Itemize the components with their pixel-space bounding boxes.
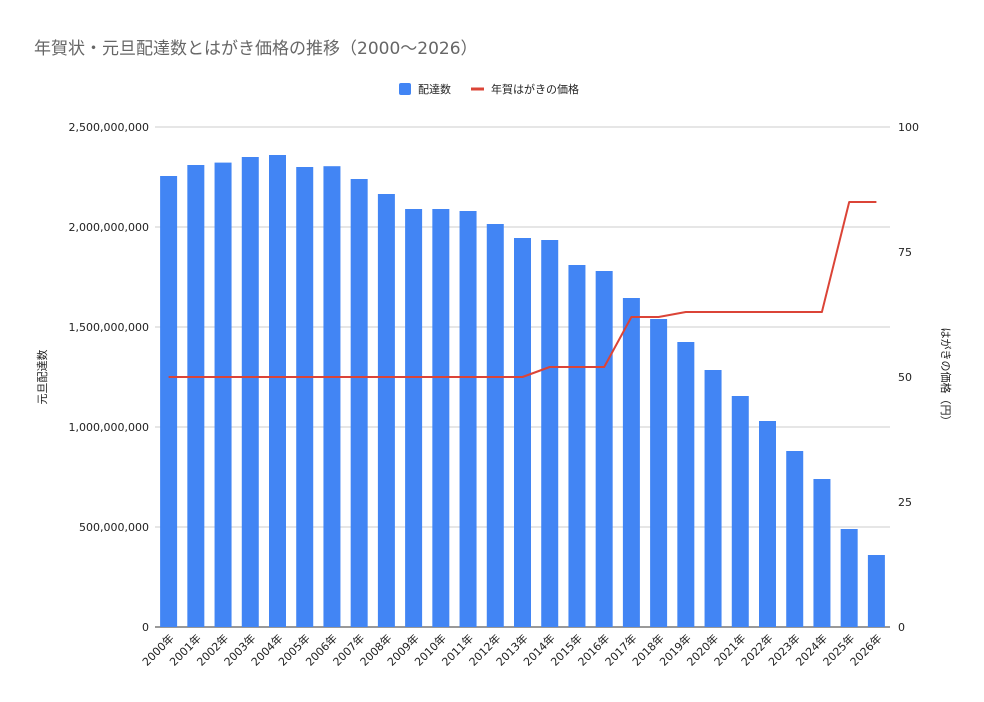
bar — [704, 370, 722, 627]
y-right-tick-label: 50 — [898, 371, 912, 384]
bar — [541, 240, 559, 627]
bar — [323, 166, 341, 627]
bar — [432, 209, 450, 627]
legend-label-line: 年賀はがきの価格 — [491, 82, 579, 96]
bar — [486, 224, 504, 627]
bar — [677, 342, 695, 627]
y-right-tick-label: 75 — [898, 246, 912, 259]
bar — [731, 396, 749, 627]
bar — [622, 298, 640, 627]
y-left-axis-title: 元旦配達数 — [36, 350, 49, 405]
bar — [650, 319, 668, 627]
y-right-tick-label: 25 — [898, 496, 912, 509]
bar — [786, 451, 804, 627]
bar — [350, 179, 368, 627]
chart-title: 年賀状・元旦配達数とはがき価格の推移（2000～2026） — [34, 39, 478, 59]
bar — [867, 555, 885, 627]
bar — [568, 265, 586, 627]
y-right-axis-title: はがきの価格（円） — [939, 328, 953, 427]
price-line — [168, 201, 877, 378]
bar — [405, 209, 423, 627]
bar — [595, 271, 613, 627]
y-left-tick-label: 2,000,000,000 — [69, 221, 149, 234]
y-left-tick-label: 500,000,000 — [79, 521, 149, 534]
bar — [214, 162, 232, 627]
bar — [241, 157, 259, 627]
bar — [759, 421, 776, 627]
y-left-tick-label: 1,500,000,000 — [69, 321, 149, 334]
legend-swatch-bar — [399, 83, 411, 95]
bar — [377, 194, 395, 627]
legend-label-bar: 配達数 — [418, 83, 451, 96]
bar — [459, 211, 477, 627]
bar — [813, 479, 831, 627]
y-left-tick-label: 1,000,000,000 — [69, 421, 149, 434]
y-left-tick-label: 2,500,000,000 — [69, 121, 149, 134]
bar — [296, 167, 314, 627]
bar — [160, 176, 178, 627]
bar — [269, 155, 286, 627]
bar — [514, 238, 531, 627]
bar — [187, 165, 205, 627]
y-left-tick-label: 0 — [142, 621, 149, 634]
y-right-tick-label: 100 — [898, 121, 919, 134]
y-right-tick-label: 0 — [898, 621, 905, 634]
bar — [840, 529, 858, 627]
